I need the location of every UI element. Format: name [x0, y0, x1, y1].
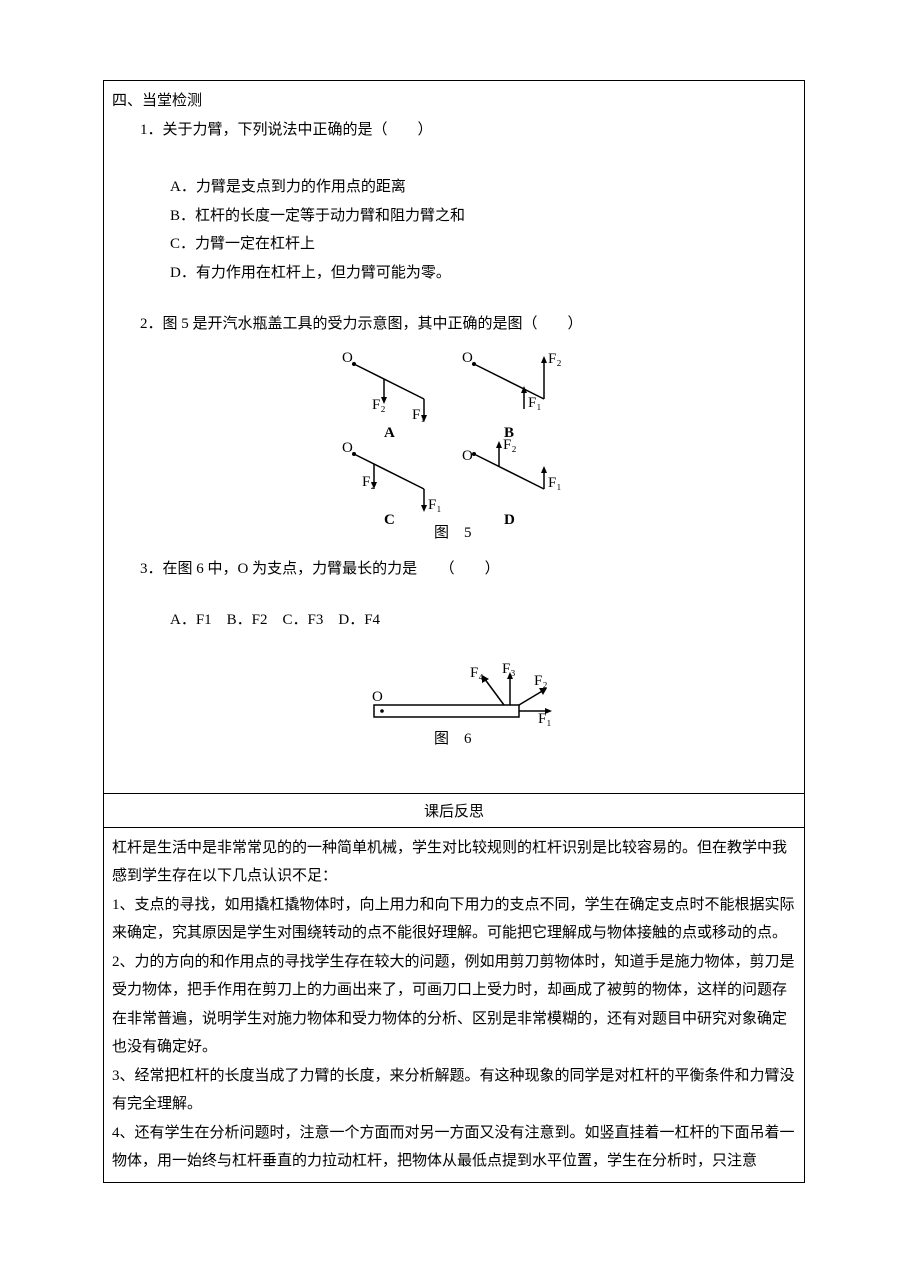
fig5-caption: 图 5 — [434, 524, 472, 539]
section-title: 四、当堂检测 — [112, 87, 796, 116]
main-cell: 四、当堂检测 1．关于力臂，下列说法中正确的是（ ） A．力臂是支点到力的作用点… — [104, 81, 804, 794]
reflection-body: 杠杆是生活中是非常常见的的一种简单机械，学生对比较规则的杠杆识别是比较容易的。但… — [104, 828, 804, 1182]
fig5-O-D: O — [462, 448, 473, 464]
reflection-title: 课后反思 — [104, 794, 804, 828]
fig6-O: O — [372, 689, 383, 705]
reflection-p2: 2、力的方向的和作用点的寻找学生存在较大的问题，例如用剪刀剪物体时，知道手是施力… — [112, 948, 796, 1062]
fig6-caption: 图 6 — [434, 730, 472, 747]
fig5-O-A: O — [342, 350, 353, 366]
document-table: 四、当堂检测 1．关于力臂，下列说法中正确的是（ ） A．力臂是支点到力的作用点… — [103, 80, 805, 1183]
q1-options: A．力臂是支点到力的作用点的距离 B．杠杆的长度一定等于动力臂和阻力臂之和 C．… — [170, 173, 796, 287]
q3-options: A．F1 B．F2 C．F3 D．F4 — [170, 606, 796, 635]
q1-text: 1．关于力臂，下列说法中正确的是（ ） — [140, 116, 796, 145]
figure-5: O F₂ F₁ A O — [112, 349, 796, 539]
fig6-F2: F₂ — [534, 673, 548, 689]
fig5-label-D: D — [504, 512, 515, 528]
fig6-F1: F₁ — [538, 711, 552, 727]
reflection-p4: 4、还有学生在分析问题时，注意一个方面而对另一方面又没有注意到。如竖直挂着一杠杆… — [112, 1119, 796, 1176]
fig5-label-A: A — [384, 425, 395, 441]
fig5-O-C: O — [342, 440, 353, 456]
fig5-F2-D: F₂ — [503, 437, 517, 453]
fig5-F1-B: F₁ — [528, 395, 542, 411]
figure-6: O F₁ F₂ F₃ F₄ 图 6 — [112, 663, 796, 753]
q1-optA: A．力臂是支点到力的作用点的距离 — [170, 173, 796, 202]
fig5-F2-B: F₂ — [548, 351, 562, 367]
fig5-F1-A: F₁ — [412, 407, 426, 423]
q3-text: 3．在图 6 中，O 为支点，力臂最长的力是 （ ） — [140, 555, 796, 584]
fig6-F3: F₃ — [502, 663, 516, 677]
fig6-F4: F₄ — [470, 665, 484, 681]
reflection-p1: 1、支点的寻找，如用撬杠撬物体时，向上用力和向下用力的支点不同，学生在确定支点时… — [112, 891, 796, 948]
reflection-p3: 3、经常把杠杆的长度当成了力臂的长度，来分析解题。有这种现象的同学是对杠杆的平衡… — [112, 1062, 796, 1119]
fig5-O-B: O — [462, 350, 473, 366]
fig5-F2-A: F₂ — [372, 397, 386, 413]
q2-text: 2．图 5 是开汽水瓶盖工具的受力示意图，其中正确的是图（ ） — [140, 310, 796, 339]
q1-optB: B．杠杆的长度一定等于动力臂和阻力臂之和 — [170, 202, 796, 231]
fig5-F1-C: F₁ — [428, 497, 442, 513]
fig5-F2-C: F₂ — [362, 474, 376, 490]
q1-optC: C．力臂一定在杠杆上 — [170, 230, 796, 259]
q1-optD: D．有力作用在杠杆上，但力臂可能为零。 — [170, 259, 796, 288]
fig5-F1-D: F₁ — [548, 475, 562, 491]
reflection-p0: 杠杆是生活中是非常常见的的一种简单机械，学生对比较规则的杠杆识别是比较容易的。但… — [112, 834, 796, 891]
fig5-label-C: C — [384, 512, 395, 528]
